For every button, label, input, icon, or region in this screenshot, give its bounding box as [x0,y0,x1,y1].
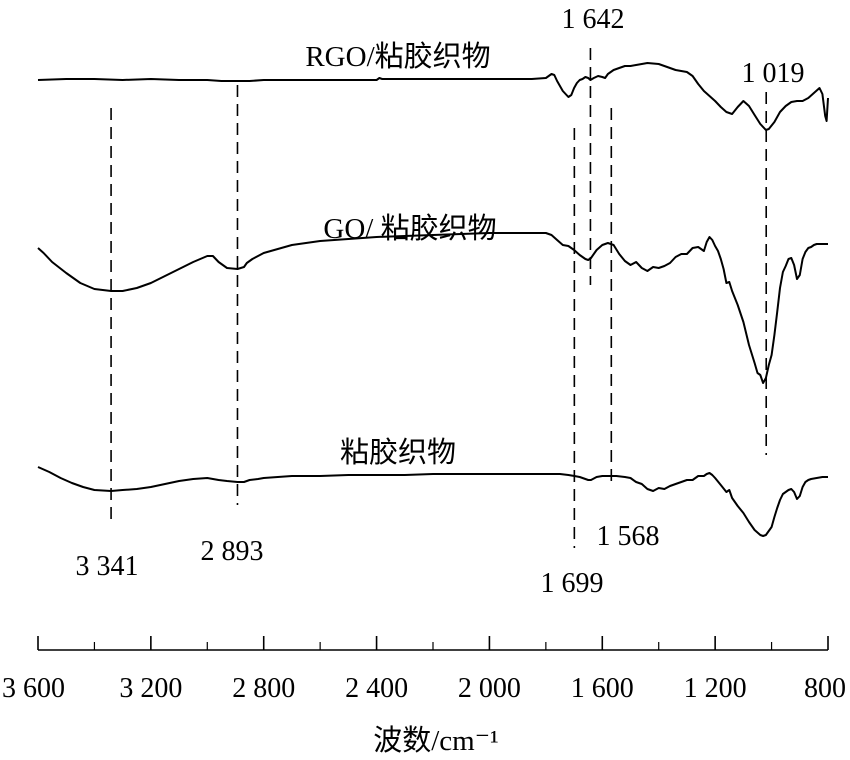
x-tick-label-2800: 2 800 [232,673,295,704]
peak-label-1699: 1 699 [541,568,604,599]
peak-label-3341: 3 341 [76,551,139,582]
peak-label-1019: 1 019 [742,58,805,89]
x-tick-label-3600: 3 600 [2,673,65,704]
peak-label-1642: 1 642 [562,4,625,35]
series-label-go: GO/ 粘胶织物 [323,212,496,245]
peak-label-2893: 2 893 [201,536,264,567]
x-tick-label-2000: 2 000 [458,673,521,704]
x-tick-label-1200: 1 200 [684,673,747,704]
series-label-rgo: RGO/粘胶织物 [305,40,490,73]
x-tick-label-800: 800 [804,673,846,704]
series-line-rgo [37,62,829,131]
x-axis-title: 波数/cm⁻¹ [373,724,499,757]
series-line-viscose [37,466,828,537]
spectra [37,62,829,537]
peak-guide-lines [110,48,768,548]
peak-labels: 3 341 2 893 1 699 1 642 1 568 1 019 [76,4,805,599]
x-tick-label-3200: 3 200 [119,673,182,704]
peak-label-1568: 1 568 [597,521,660,552]
x-tick-label-1600: 1 600 [571,673,634,704]
x-axis-ticks: 3 600 3 200 2 800 2 400 2 000 1 600 1 200 800 [2,636,846,704]
x-tick-label-2400: 2 400 [345,673,408,704]
series-label-viscose: 粘胶织物 [340,436,456,469]
series-line-go [37,232,828,384]
